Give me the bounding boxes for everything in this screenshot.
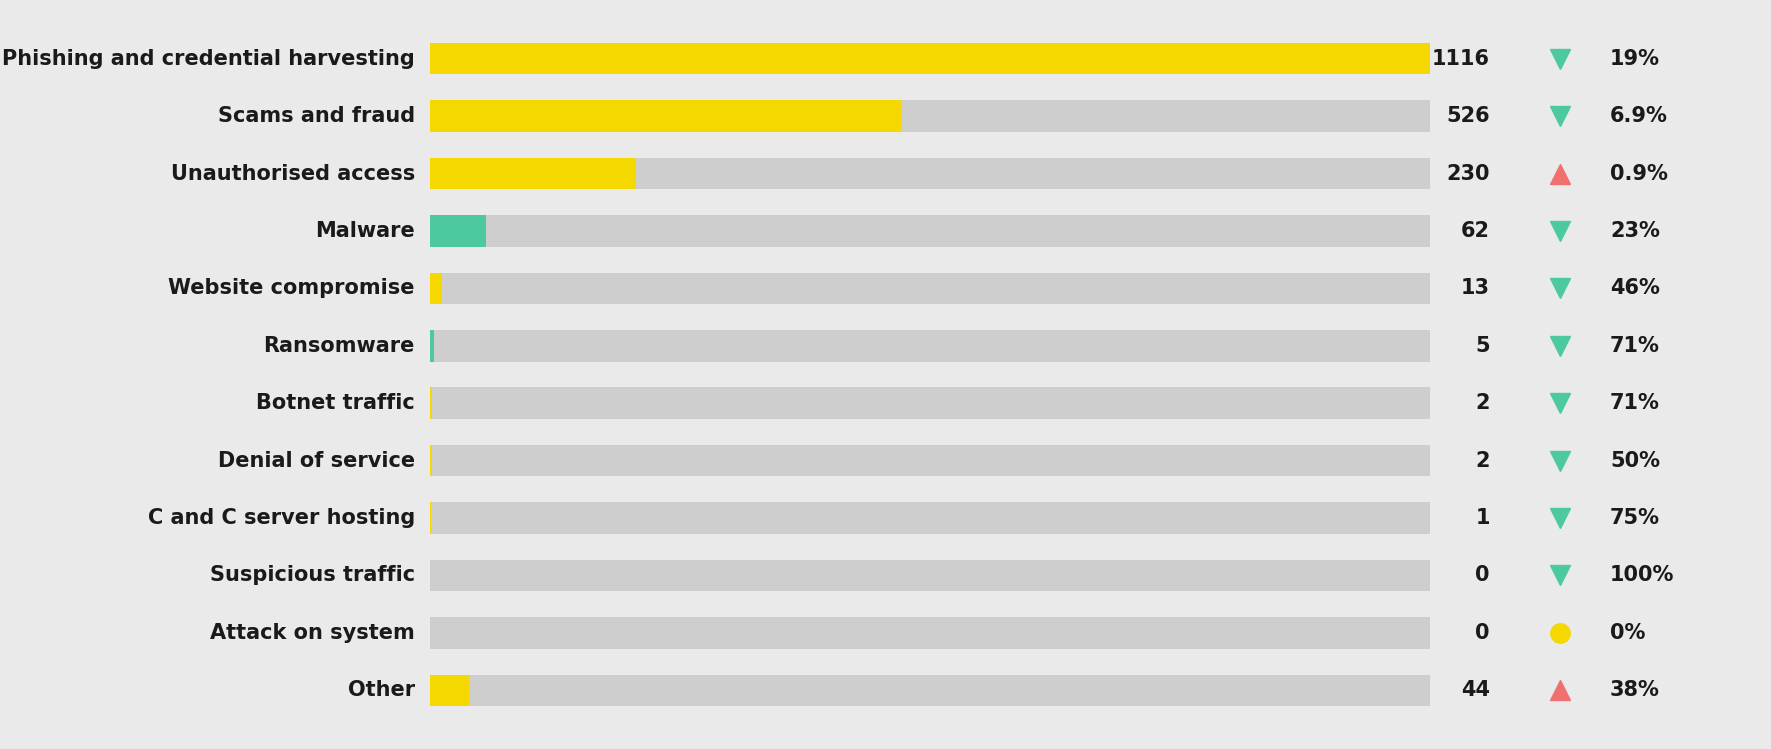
Text: 1: 1 <box>1475 508 1489 528</box>
FancyBboxPatch shape <box>430 330 434 362</box>
Text: 75%: 75% <box>1610 508 1659 528</box>
FancyBboxPatch shape <box>430 445 1429 476</box>
Text: Attack on system: Attack on system <box>211 623 414 643</box>
FancyBboxPatch shape <box>430 503 1429 534</box>
Text: 71%: 71% <box>1610 393 1659 413</box>
Text: 46%: 46% <box>1610 279 1659 298</box>
FancyBboxPatch shape <box>430 387 1429 419</box>
Text: 230: 230 <box>1447 163 1489 184</box>
FancyBboxPatch shape <box>430 215 485 246</box>
FancyBboxPatch shape <box>430 100 901 132</box>
Text: 13: 13 <box>1461 279 1489 298</box>
Text: 1116: 1116 <box>1433 49 1489 69</box>
Text: C and C server hosting: C and C server hosting <box>147 508 414 528</box>
FancyBboxPatch shape <box>430 675 469 706</box>
FancyBboxPatch shape <box>430 617 1429 649</box>
FancyBboxPatch shape <box>430 43 1429 74</box>
Text: Botnet traffic: Botnet traffic <box>257 393 414 413</box>
Text: Suspicious traffic: Suspicious traffic <box>211 565 414 586</box>
FancyBboxPatch shape <box>430 43 1429 74</box>
FancyBboxPatch shape <box>430 560 1429 591</box>
Text: Other: Other <box>347 680 414 700</box>
FancyBboxPatch shape <box>430 158 1429 189</box>
Text: Ransomware: Ransomware <box>264 336 414 356</box>
FancyBboxPatch shape <box>430 158 636 189</box>
Text: 5: 5 <box>1475 336 1489 356</box>
FancyBboxPatch shape <box>430 273 1429 304</box>
Text: Phishing and credential harvesting: Phishing and credential harvesting <box>2 49 414 69</box>
Text: 0.9%: 0.9% <box>1610 163 1668 184</box>
FancyBboxPatch shape <box>430 215 1429 246</box>
Text: Scams and fraud: Scams and fraud <box>218 106 414 126</box>
FancyBboxPatch shape <box>430 387 432 419</box>
Text: 0%: 0% <box>1610 623 1645 643</box>
Text: 0: 0 <box>1475 623 1489 643</box>
Text: 6.9%: 6.9% <box>1610 106 1668 126</box>
Text: 100%: 100% <box>1610 565 1674 586</box>
Text: 19%: 19% <box>1610 49 1659 69</box>
Text: 526: 526 <box>1447 106 1489 126</box>
FancyBboxPatch shape <box>430 675 1429 706</box>
FancyBboxPatch shape <box>430 273 441 304</box>
Text: 2: 2 <box>1475 451 1489 470</box>
Text: 38%: 38% <box>1610 680 1659 700</box>
Text: Unauthorised access: Unauthorised access <box>170 163 414 184</box>
Text: Malware: Malware <box>315 221 414 241</box>
Text: 71%: 71% <box>1610 336 1659 356</box>
FancyBboxPatch shape <box>430 330 1429 362</box>
Text: Denial of service: Denial of service <box>218 451 414 470</box>
Text: 23%: 23% <box>1610 221 1659 241</box>
Text: 0: 0 <box>1475 565 1489 586</box>
Text: 62: 62 <box>1461 221 1489 241</box>
Text: 2: 2 <box>1475 393 1489 413</box>
Text: 50%: 50% <box>1610 451 1659 470</box>
Text: Website compromise: Website compromise <box>168 279 414 298</box>
Text: 44: 44 <box>1461 680 1489 700</box>
FancyBboxPatch shape <box>430 100 1429 132</box>
FancyBboxPatch shape <box>430 445 432 476</box>
